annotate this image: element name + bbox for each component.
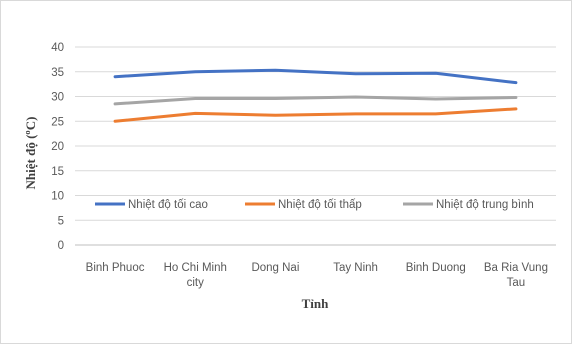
legend-label: Nhiệt độ tối cao: [128, 199, 208, 211]
x-tick-label: Dong Nai: [251, 262, 299, 274]
series-line: [113, 107, 518, 123]
series-line: [113, 95, 518, 106]
gridlines: [75, 46, 556, 246]
y-tick-label: 0: [58, 240, 64, 252]
y-tick-label: 5: [58, 215, 64, 227]
y-tick-label: 30: [51, 92, 64, 104]
x-tick-label: Tay Ninh: [333, 262, 378, 274]
x-tick-labels: Binh Phuoc Ho Chi Minh city Dong Nai Tay Nin…: [86, 262, 548, 289]
y-tick-label: 10: [51, 191, 64, 203]
series-line: [113, 68, 518, 85]
x-axis-title: Tỉnh: [302, 296, 330, 311]
x-tick-label: Binh Phuoc: [86, 262, 145, 274]
x-tick-label: Ho Chi Minh city: [164, 262, 227, 289]
x-tick-label: Ba Ria Vung Tau: [484, 262, 548, 289]
legend: Nhiệt độ tối cao Nhiệt độ tối thấp Nhiệt đ…: [95, 199, 534, 211]
legend-label: Nhiệt độ trung bình: [436, 199, 534, 211]
y-tick-label: 40: [51, 42, 64, 54]
y-tick-label: 15: [51, 166, 64, 178]
y-tick-label: 25: [51, 116, 64, 128]
y-tick-label: 35: [51, 67, 64, 79]
legend-label: Nhiệt độ tối thấp: [278, 199, 362, 211]
y-axis-title: Nhiệt độ (ºC): [23, 117, 38, 190]
y-tick-label: 20: [51, 141, 64, 153]
series-lines: [113, 68, 518, 123]
y-tick-labels: 0 5 10 15 20 25 30 35 40: [51, 42, 64, 252]
x-tick-label: Binh Duong: [406, 262, 466, 274]
